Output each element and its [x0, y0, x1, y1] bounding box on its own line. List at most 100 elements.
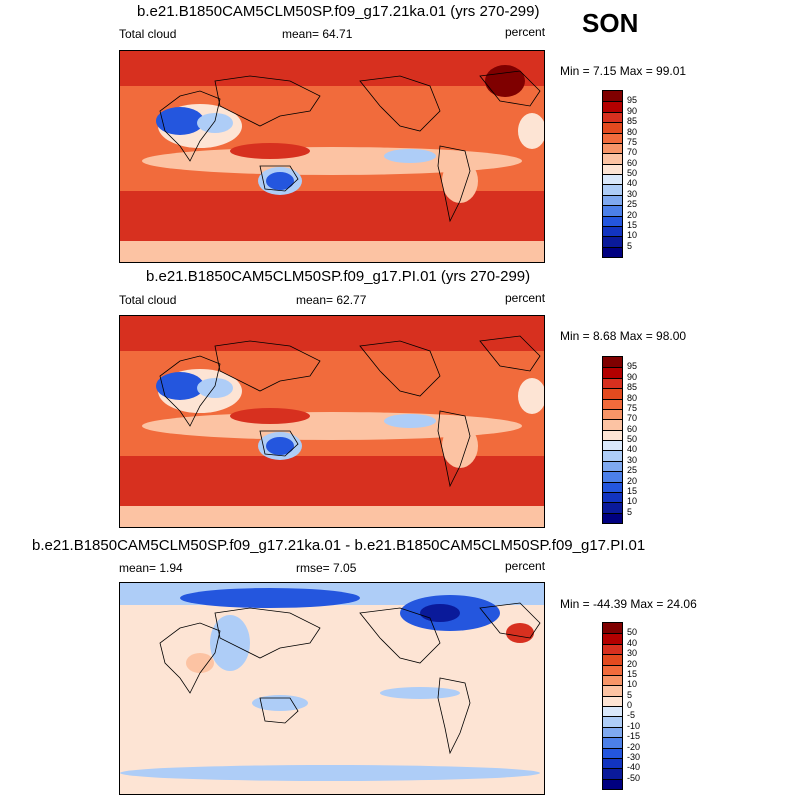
colorbar-tick-label: -5	[627, 710, 636, 721]
colorbar-tick-label: 40	[627, 178, 638, 189]
colorbar-tick-label: 50	[627, 168, 638, 178]
panel-1-mean: mean= 64.71	[282, 27, 353, 41]
colorbar-tick-label: 0	[627, 700, 633, 710]
colorbar-tick-label: -10	[627, 720, 641, 731]
colorbar-segment	[603, 377, 622, 389]
arabia-low-cloud	[197, 378, 233, 398]
colorbar-tick-label: 15	[627, 219, 638, 230]
colorbar-segment	[603, 398, 622, 409]
australia-core	[266, 172, 294, 190]
colorbar-segment	[603, 388, 622, 399]
colorbar-segment	[603, 122, 622, 133]
north-atlantic-core	[420, 604, 460, 622]
colorbar-tick-label: 5	[627, 506, 633, 517]
coastline	[479, 70, 541, 107]
panel-2-title: b.e21.B1850CAM5CLM50SP.f09_g17.PI.01 (yr…	[146, 268, 531, 285]
panel-2-colorbar	[602, 356, 623, 524]
south-america	[442, 424, 478, 468]
colorbar-tick-label: -30	[627, 751, 641, 762]
panel-1-units: percent	[505, 25, 546, 39]
southern-negative	[120, 765, 540, 781]
colorbar-segment	[603, 481, 622, 492]
panel-1-title: b.e21.B1850CAM5CLM50SP.f09_g17.21ka.01 (…	[137, 3, 540, 20]
season-label: SON	[582, 8, 639, 38]
colorbar-tick-label: 15	[627, 668, 638, 679]
atlantic-pale	[518, 113, 544, 149]
colorbar-tick-label: 95	[627, 95, 638, 106]
colorbar-tick-label: 90	[627, 371, 638, 382]
colorbar-tick-label: 80	[627, 126, 638, 137]
atlantic-pale	[518, 378, 544, 414]
colorbar-tick-label: 20	[627, 658, 638, 669]
colorbar-segment	[603, 664, 622, 675]
antarctic-band	[120, 241, 544, 262]
colorbar-tick-label: -15	[627, 731, 641, 742]
high-lat-negative	[180, 588, 360, 608]
panel-1-left-label: Total cloud	[119, 27, 177, 41]
east-pacific-dry	[384, 414, 436, 428]
coastline	[214, 607, 321, 659]
panel-1-map	[119, 50, 545, 263]
panel-2-units: percent	[505, 291, 546, 305]
colorbar-segment	[603, 440, 622, 451]
coastline	[359, 607, 441, 664]
colorbar-segment	[603, 643, 622, 655]
east-pacific-dry	[384, 149, 436, 163]
coastline	[159, 622, 221, 694]
atlantic-positive	[506, 623, 534, 643]
pacific-negative	[380, 687, 460, 699]
north-band	[120, 51, 544, 86]
colorbar-segment	[603, 205, 622, 216]
panel-3-mean: mean= 1.94	[119, 561, 183, 575]
panel-2-mean: mean= 62.77	[296, 293, 367, 307]
coastline	[259, 697, 299, 724]
colorbar-segment	[603, 132, 622, 143]
colorbar-segment	[603, 367, 622, 378]
panel-1-minmax: Min = 7.15 Max = 99.01	[560, 64, 687, 78]
colorbar-segment	[603, 726, 622, 738]
maritime-negative	[252, 695, 308, 711]
colorbar-segment	[603, 215, 622, 226]
colorbar-tick-label: 75	[627, 136, 638, 147]
colorbar-segment	[603, 419, 622, 430]
panel-1-map-svg	[120, 51, 544, 262]
colorbar-tick-label: 20	[627, 475, 638, 486]
colorbar-tick-label: 80	[627, 392, 638, 403]
colorbar-tick-label: 40	[627, 637, 638, 648]
colorbar-tick-label: 20	[627, 209, 638, 220]
south-america	[442, 159, 478, 203]
north-band	[120, 316, 544, 351]
colorbar-tick-label: 95	[627, 361, 638, 372]
coastline	[359, 75, 441, 132]
colorbar-tick-label: -50	[627, 772, 641, 783]
colorbar-segment	[603, 674, 622, 686]
colorbar-segment	[603, 357, 622, 368]
colorbar-tick-label: 60	[627, 423, 638, 434]
colorbar-tick-label: 70	[627, 147, 638, 158]
coastline	[259, 165, 299, 192]
colorbar-segment	[603, 471, 622, 482]
colorbar-tick-label: 60	[627, 157, 638, 168]
coastline	[437, 677, 471, 755]
coastline	[479, 335, 541, 372]
antarctic-band	[120, 506, 544, 527]
panel-3-minmax: Min = -44.39 Max = 24.06	[560, 597, 697, 611]
colorbar-segment	[603, 768, 622, 779]
coastline	[437, 145, 471, 223]
sahara-low-cloud	[156, 372, 204, 400]
colorbar-segment	[603, 747, 622, 758]
colorbar-segment	[603, 142, 622, 154]
colorbar-segment	[603, 737, 622, 748]
coastline	[159, 355, 221, 427]
coastline	[359, 340, 441, 397]
north-atlantic-max	[485, 65, 525, 97]
colorbar-tick-label: 10	[627, 496, 638, 507]
coastline	[214, 340, 321, 392]
colorbar-tick-label: 40	[627, 444, 638, 455]
panel-3-rmse: rmse= 7.05	[296, 561, 357, 575]
coastline	[159, 90, 221, 162]
panel-3-map-svg	[120, 583, 544, 794]
colorbar-tick-label: 25	[627, 465, 638, 476]
colorbar-tick-label: 15	[627, 485, 638, 496]
colorbar-tick-label: 10	[627, 679, 638, 690]
